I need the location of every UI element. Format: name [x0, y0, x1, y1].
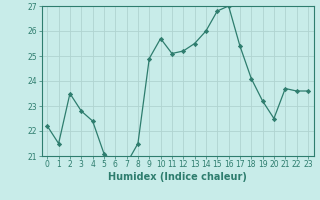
X-axis label: Humidex (Indice chaleur): Humidex (Indice chaleur)	[108, 172, 247, 182]
